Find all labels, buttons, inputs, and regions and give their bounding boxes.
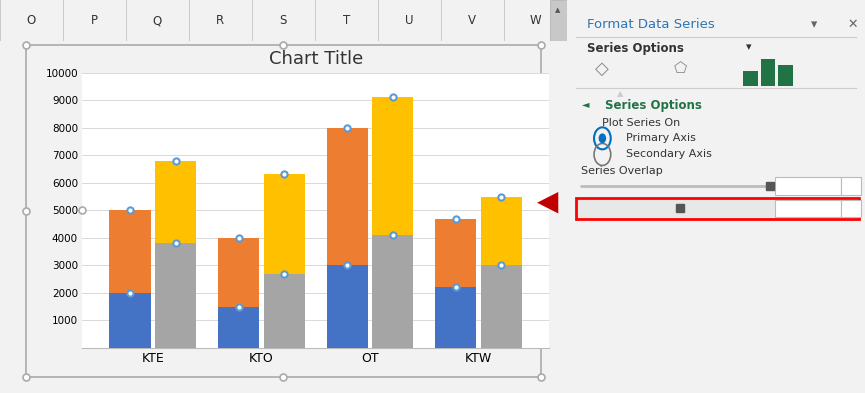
Text: Q: Q <box>153 14 162 27</box>
Bar <box>109 210 151 293</box>
Text: ▾: ▾ <box>746 42 752 52</box>
Text: V: V <box>468 14 476 27</box>
Text: S: S <box>279 14 287 27</box>
Bar <box>264 274 304 348</box>
Text: P: P <box>91 14 98 27</box>
Bar <box>435 287 477 348</box>
Bar <box>372 97 413 235</box>
Text: ▲: ▲ <box>849 209 853 213</box>
FancyBboxPatch shape <box>575 198 859 219</box>
Bar <box>109 293 151 348</box>
Text: Plot Series On: Plot Series On <box>602 118 681 128</box>
Text: T: T <box>343 14 349 27</box>
Bar <box>155 243 196 348</box>
Text: Primary Axis: Primary Axis <box>626 133 696 143</box>
Text: Gap Width: Gap Width <box>587 203 646 213</box>
Bar <box>549 0 567 41</box>
Text: ▲: ▲ <box>617 89 624 98</box>
Text: W: W <box>529 14 541 27</box>
Text: ⬠: ⬠ <box>673 61 687 76</box>
FancyBboxPatch shape <box>776 177 841 195</box>
Text: ▼: ▼ <box>849 213 853 217</box>
Bar <box>264 174 304 274</box>
Legend: Q1- Actual, Q1- Target, Q2- Actual, Q2- Target: Q1- Actual, Q1- Target, Q2- Actual, Q2- … <box>142 389 490 393</box>
Text: R: R <box>216 14 224 27</box>
Text: ▼: ▼ <box>849 190 853 195</box>
Text: Series Options: Series Options <box>606 99 702 112</box>
Bar <box>743 71 758 86</box>
Bar <box>760 59 776 86</box>
FancyBboxPatch shape <box>776 200 841 217</box>
Text: Series Options: Series Options <box>587 42 684 55</box>
Bar <box>218 238 260 307</box>
Title: Chart Title: Chart Title <box>269 50 362 68</box>
Text: 100%: 100% <box>789 181 818 191</box>
Bar <box>218 307 260 348</box>
Text: 0%: 0% <box>795 203 811 213</box>
Bar <box>372 235 413 348</box>
Bar <box>435 219 477 287</box>
Text: ▲: ▲ <box>555 7 561 13</box>
Bar <box>778 65 793 86</box>
Text: ◄: ◄ <box>581 99 589 109</box>
Bar <box>481 265 522 348</box>
Text: Format Data Series: Format Data Series <box>587 18 715 31</box>
Text: ◀: ◀ <box>537 187 559 216</box>
Text: Series Overlap: Series Overlap <box>581 166 663 176</box>
Bar <box>327 128 368 265</box>
Text: ▾: ▾ <box>811 18 817 31</box>
Text: Secondary Axis: Secondary Axis <box>626 149 712 160</box>
Text: ▲: ▲ <box>849 186 853 191</box>
Bar <box>327 265 368 348</box>
Bar <box>481 196 522 265</box>
Text: U: U <box>405 14 413 27</box>
Text: ✕: ✕ <box>847 18 857 31</box>
FancyBboxPatch shape <box>841 200 861 217</box>
Text: ◇: ◇ <box>595 60 609 78</box>
Circle shape <box>599 133 606 143</box>
FancyBboxPatch shape <box>841 177 861 195</box>
Bar <box>155 161 196 243</box>
Text: O: O <box>27 14 36 27</box>
